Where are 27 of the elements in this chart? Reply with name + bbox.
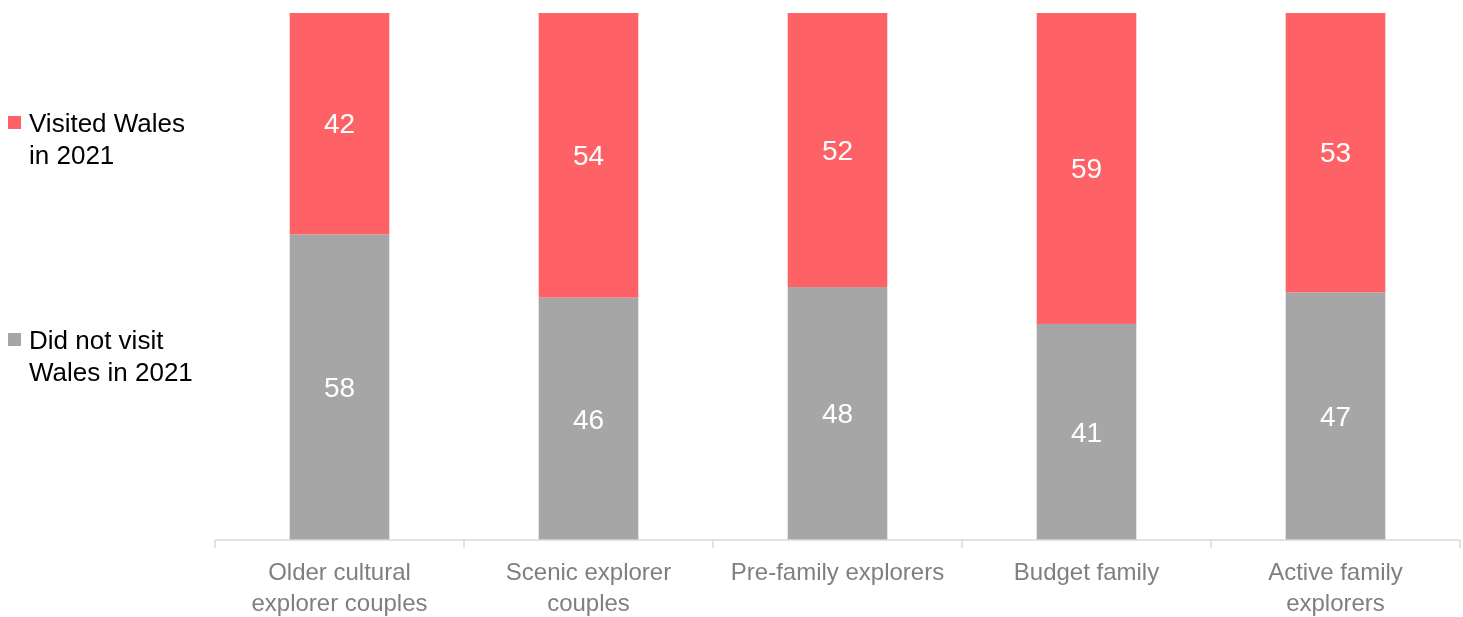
data-label: 52 bbox=[821, 134, 854, 166]
bar bbox=[787, 13, 888, 288]
x-tick-label: Budget family bbox=[1013, 558, 1160, 586]
bar bbox=[787, 287, 888, 540]
x-tick-label: Scenic explorer couples bbox=[505, 558, 672, 617]
data-label: 48 bbox=[821, 398, 854, 430]
data-label: 54 bbox=[572, 140, 605, 172]
bar bbox=[289, 13, 390, 235]
bar bbox=[538, 13, 639, 298]
bar bbox=[538, 297, 639, 540]
data-label: 53 bbox=[1319, 137, 1352, 169]
data-label: 42 bbox=[323, 108, 356, 140]
data-label: 41 bbox=[1070, 416, 1103, 448]
bar bbox=[289, 234, 390, 540]
data-label: 59 bbox=[1070, 153, 1103, 185]
data-label: 58 bbox=[323, 371, 356, 403]
data-label: 47 bbox=[1319, 400, 1352, 432]
data-label: 46 bbox=[572, 403, 605, 435]
legend-label: Did not visit Wales in 2021 bbox=[29, 325, 193, 388]
x-tick-label: Older cultural explorer couples bbox=[251, 558, 428, 617]
bar bbox=[1285, 13, 1386, 293]
x-tick-label: Pre-family explorers bbox=[730, 558, 945, 586]
legend-label: Visited Wales in 2021 bbox=[29, 108, 186, 171]
bar bbox=[1036, 323, 1137, 540]
bar bbox=[1285, 292, 1386, 540]
x-tick-label: Active family explorers bbox=[1268, 558, 1403, 617]
bar bbox=[1036, 13, 1137, 324]
